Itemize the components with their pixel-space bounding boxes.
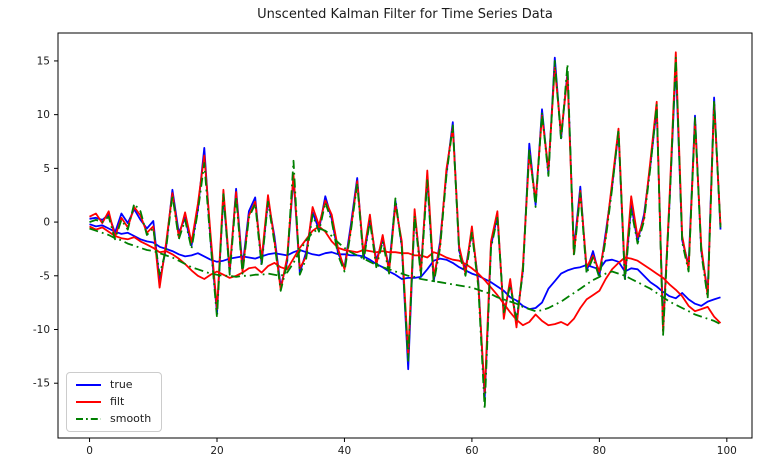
- chart-title: Unscented Kalman Filter for Time Series …: [257, 7, 553, 22]
- legend-line-sample-filt: [76, 401, 101, 403]
- series-line-true-state-1: [89, 56, 722, 401]
- axes-spines: [57, 32, 753, 439]
- legend-label-smooth: smooth: [110, 412, 152, 425]
- y-tick-label: 0: [43, 217, 50, 229]
- legend-label-filt: filt: [110, 395, 125, 408]
- x-tick-label: 40: [338, 445, 351, 457]
- legend-item-filt: filt: [75, 395, 151, 409]
- x-tick-label: 80: [593, 445, 606, 457]
- y-tick-label: -15: [33, 378, 50, 390]
- y-tick-label: 10: [37, 109, 50, 121]
- y-tick-label: 5: [43, 163, 50, 175]
- legend-item-true: true: [75, 378, 151, 392]
- y-tick-label: 15: [37, 55, 50, 67]
- y-tick-label: -10: [33, 324, 50, 336]
- series-line-true-state-2: [89, 223, 721, 311]
- series-line-filt-state-2: [89, 225, 722, 327]
- y-tick-label: -5: [40, 270, 50, 282]
- x-tick-label: 100: [717, 445, 737, 457]
- series-line-filt-state-1: [89, 51, 722, 394]
- x-tick-label: 0: [86, 445, 93, 457]
- x-tick-label: 20: [210, 445, 223, 457]
- legend-line-sample-smooth: [76, 418, 101, 420]
- series-line-smooth-state-2: [89, 227, 721, 325]
- legend-label-true: true: [110, 378, 133, 391]
- x-tick-label: 60: [465, 445, 478, 457]
- legend: true filt smooth: [66, 372, 163, 432]
- series-line-smooth-state-1: [89, 56, 722, 410]
- legend-item-smooth: smooth: [75, 412, 151, 426]
- legend-line-sample-true: [76, 384, 101, 386]
